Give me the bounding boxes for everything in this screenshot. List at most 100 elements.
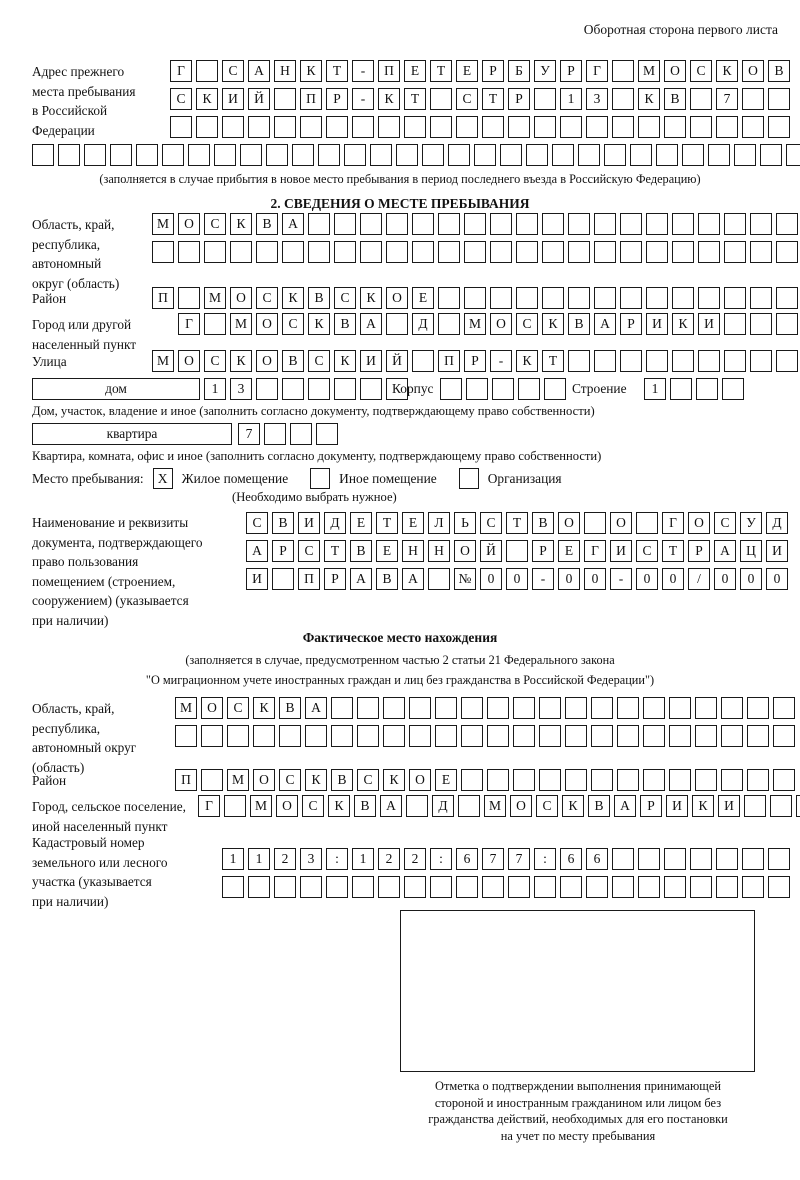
region-cell-23[interactable] (724, 241, 746, 263)
street-cell-25[interactable] (776, 350, 798, 372)
actual-city-cell-16[interactable]: В (588, 795, 610, 817)
region-cell-9[interactable] (360, 241, 382, 263)
prev-address-cell-22[interactable] (578, 144, 600, 166)
document-cell-10[interactable]: 0 (480, 568, 502, 590)
street-cell-11[interactable] (412, 350, 434, 372)
region-cell-22[interactable] (698, 241, 720, 263)
document-cell-5[interactable]: В (350, 540, 372, 562)
flat-cell-3[interactable] (290, 423, 312, 445)
cadastral-cell-22[interactable] (768, 848, 790, 870)
region-cell-17[interactable] (568, 241, 590, 263)
prev-address-cell-12[interactable] (456, 116, 478, 138)
city-cell-6[interactable]: К (308, 313, 330, 335)
prev-address-cell-19[interactable]: К (638, 88, 660, 110)
city-cell-13[interactable]: О (490, 313, 512, 335)
korpus-cell-4[interactable] (518, 378, 540, 400)
district-cell-23[interactable] (724, 287, 746, 309)
prev-address-cell-20[interactable]: О (664, 60, 686, 82)
document-cell-14[interactable]: Г (584, 540, 606, 562)
city-cell-19[interactable]: И (646, 313, 668, 335)
document-cell-19[interactable]: А (714, 540, 736, 562)
prev-address-cell-22[interactable] (716, 116, 738, 138)
document-cell-9[interactable]: Ь (454, 512, 476, 534)
cadastral-cell-7[interactable]: 2 (378, 848, 400, 870)
actual-region-cell-10[interactable] (409, 725, 431, 747)
region-cell-1[interactable]: М (152, 213, 174, 235)
prev-address-cell-6[interactable]: П (300, 88, 322, 110)
region-cell-25[interactable] (776, 241, 798, 263)
prev-address-cell-14[interactable]: Р (508, 88, 530, 110)
actual-city-cell-7[interactable]: В (354, 795, 376, 817)
actual-district-cell-2[interactable] (201, 769, 223, 791)
region-cell-23[interactable] (724, 213, 746, 235)
prev-address-cell-17[interactable] (586, 116, 608, 138)
cadastral-cell-14[interactable]: 6 (560, 848, 582, 870)
district-cell-22[interactable] (698, 287, 720, 309)
district-cell-4[interactable]: О (230, 287, 252, 309)
document-cell-11[interactable] (506, 540, 528, 562)
korpus-cell-1[interactable] (440, 378, 462, 400)
district-cell-6[interactable]: К (282, 287, 304, 309)
actual-region-cell-3[interactable] (227, 725, 249, 747)
region-cell-5[interactable]: В (256, 213, 278, 235)
cadastral-cell-8[interactable]: 2 (404, 848, 426, 870)
cadastral-cell-7[interactable] (378, 876, 400, 898)
prev-address-cell-2[interactable]: К (196, 88, 218, 110)
prev-address-cell-27[interactable] (708, 144, 730, 166)
district-cell-24[interactable] (750, 287, 772, 309)
document-cell-2[interactable]: Р (272, 540, 294, 562)
actual-district-cell-12[interactable] (461, 769, 483, 791)
prev-address-cell-16[interactable]: Р (560, 60, 582, 82)
actual-region-cell-15[interactable] (539, 697, 561, 719)
document-cell-18[interactable]: Р (688, 540, 710, 562)
prev-address-cell-13[interactable] (482, 116, 504, 138)
document-cell-8[interactable]: Л (428, 512, 450, 534)
street-cell-16[interactable]: Т (542, 350, 564, 372)
region-cell-20[interactable] (646, 241, 668, 263)
document-cell-6[interactable]: Т (376, 512, 398, 534)
city-cell-4[interactable]: О (256, 313, 278, 335)
city-cell-18[interactable]: Р (620, 313, 642, 335)
district-cell-18[interactable] (594, 287, 616, 309)
cadastral-cell-2[interactable]: 1 (248, 848, 270, 870)
region-cell-11[interactable] (412, 241, 434, 263)
prev-address-cell-15[interactable] (534, 116, 556, 138)
region-cell-7[interactable] (308, 241, 330, 263)
actual-district-cell-20[interactable] (669, 769, 691, 791)
city-cell-11[interactable] (438, 313, 460, 335)
prev-address-cell-4[interactable]: Й (248, 88, 270, 110)
document-cell-9[interactable]: № (454, 568, 476, 590)
document-cell-13[interactable]: О (558, 512, 580, 534)
prev-address-cell-21[interactable] (690, 88, 712, 110)
document-cell-21[interactable]: Д (766, 512, 788, 534)
actual-region-cell-23[interactable] (747, 697, 769, 719)
actual-district-cell-15[interactable] (539, 769, 561, 791)
prev-address-cell-21[interactable] (552, 144, 574, 166)
prev-address-cell-25[interactable] (656, 144, 678, 166)
document-cell-15[interactable]: И (610, 540, 632, 562)
prev-address-cell-12[interactable]: С (456, 88, 478, 110)
street-cell-2[interactable]: О (178, 350, 200, 372)
cadastral-cell-19[interactable] (690, 876, 712, 898)
prev-address-cell-8[interactable] (352, 116, 374, 138)
actual-region-cell-11[interactable] (435, 725, 457, 747)
region-cell-8[interactable] (334, 241, 356, 263)
document-cell-3[interactable]: И (298, 512, 320, 534)
cadastral-cell-1[interactable]: 1 (222, 848, 244, 870)
prev-address-cell-5[interactable] (136, 144, 158, 166)
document-cell-21[interactable]: 0 (766, 568, 788, 590)
cadastral-cell-3[interactable]: 2 (274, 848, 296, 870)
actual-city-cell-12[interactable]: М (484, 795, 506, 817)
cadastral-cell-2[interactable] (248, 876, 270, 898)
actual-region-cell-8[interactable] (357, 697, 379, 719)
document-cell-16[interactable]: 0 (636, 568, 658, 590)
street-cell-9[interactable]: И (360, 350, 382, 372)
district-cell-21[interactable] (672, 287, 694, 309)
korpus-cell-3[interactable] (492, 378, 514, 400)
prev-address-cell-23[interactable] (742, 88, 764, 110)
actual-region-cell-14[interactable] (513, 725, 535, 747)
document-cell-4[interactable]: Р (324, 568, 346, 590)
document-cell-6[interactable]: В (376, 568, 398, 590)
actual-region-cell-16[interactable] (565, 697, 587, 719)
